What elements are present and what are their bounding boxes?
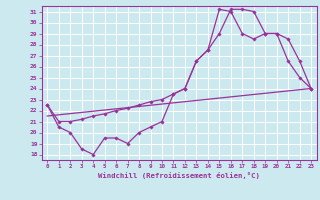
X-axis label: Windchill (Refroidissement éolien,°C): Windchill (Refroidissement éolien,°C) xyxy=(98,172,260,179)
